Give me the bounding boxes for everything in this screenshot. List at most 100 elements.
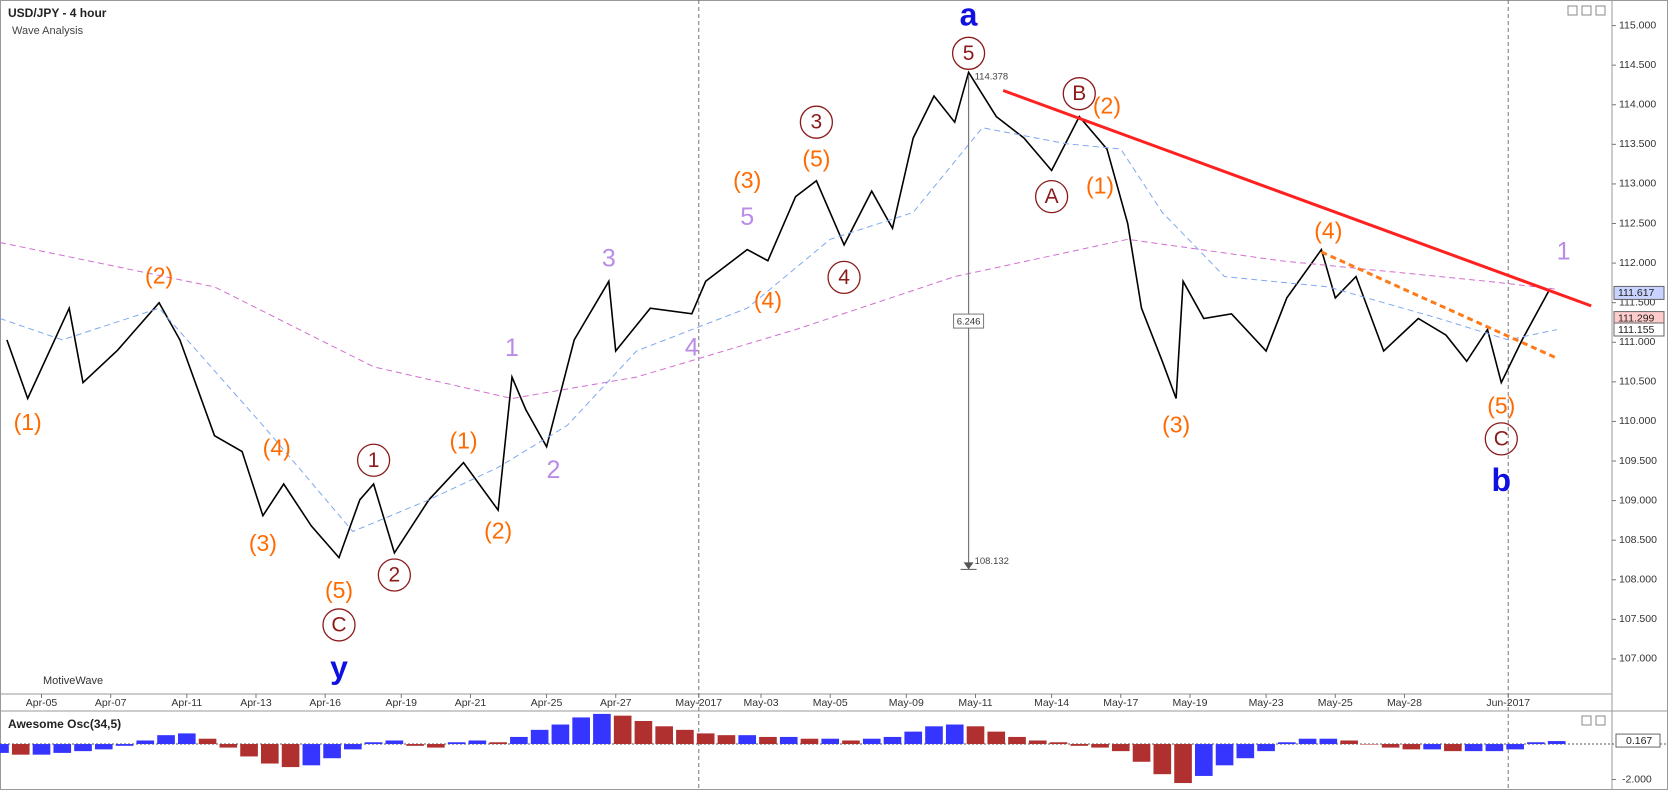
x-tick-label: Apr-27 <box>600 697 632 709</box>
y-tick-label: 111.000 <box>1619 336 1656 348</box>
histogram-bar <box>1402 744 1421 750</box>
x-tick-label: Apr-13 <box>240 697 272 709</box>
histogram-bar <box>1444 744 1462 752</box>
histogram-bar <box>800 738 819 745</box>
y-tick-label: 114.500 <box>1619 59 1656 71</box>
button[interactable] <box>1581 715 1592 726</box>
wave-label: (5) <box>325 577 353 603</box>
measure-arrow <box>963 562 974 570</box>
histogram-bar <box>1506 744 1524 750</box>
price-line <box>0 238 1557 400</box>
x-tick-label: Apr-05 <box>26 697 58 709</box>
histogram-bar <box>364 742 383 745</box>
y-tick-label: 113.000 <box>1619 178 1656 190</box>
histogram-bar <box>1278 742 1296 745</box>
histogram-bar <box>1527 742 1545 745</box>
wave-circle <box>377 558 412 592</box>
wave-label: 2 <box>547 456 561 484</box>
histogram-bar <box>1340 740 1358 745</box>
histogram-bar <box>842 740 860 745</box>
wave-label: (1) <box>449 427 477 453</box>
window-buttons[interactable] <box>1567 5 1606 726</box>
histogram-bar <box>738 735 757 745</box>
x-tick-label: Apr-25 <box>531 697 563 709</box>
wave-label: a <box>960 0 978 33</box>
wave-circle <box>322 608 356 642</box>
price-line <box>1002 89 1592 308</box>
price-tag-label: 111.155 <box>1618 324 1655 336</box>
histogram-bar <box>157 735 175 745</box>
y-tick-label: 109.500 <box>1619 455 1657 467</box>
histogram-bar <box>945 724 964 745</box>
histogram-bar <box>1153 744 1172 775</box>
y-tick-label: 112.500 <box>1619 217 1656 229</box>
button[interactable] <box>1595 715 1606 726</box>
wave-circle <box>951 36 986 70</box>
wave-circle <box>1062 77 1096 111</box>
histogram-bar <box>696 733 715 745</box>
histogram-bar <box>1485 744 1504 752</box>
wave-label: 1 <box>505 334 519 362</box>
histogram-bar <box>510 736 528 745</box>
wave-label: (5) <box>802 145 830 171</box>
wave-label: (4) <box>263 434 291 460</box>
price-tag-label: 111.617 <box>1618 287 1655 299</box>
y-tick-label: 109.000 <box>1619 494 1657 506</box>
y-tick-label: 107.500 <box>1619 613 1657 625</box>
button[interactable] <box>1567 5 1578 16</box>
histogram-bar <box>883 736 902 745</box>
wave-label: B <box>1072 82 1086 105</box>
histogram-bar <box>1070 744 1089 746</box>
wave-circle <box>827 260 861 294</box>
histogram-bar <box>862 738 881 745</box>
wave-label: (2) <box>484 518 512 544</box>
histogram-bar <box>219 744 238 748</box>
wave-label: (1) <box>1086 172 1114 198</box>
x-tick-label: May-09 <box>889 697 924 709</box>
histogram-bar <box>94 744 113 750</box>
x-tick-label: Apr-21 <box>455 697 487 709</box>
x-tick-label: May-05 <box>813 697 848 709</box>
price-tag <box>1613 285 1665 300</box>
wave-label: 1 <box>368 449 380 472</box>
histogram-bar <box>634 720 653 745</box>
histogram-bar <box>572 717 590 745</box>
y-tick-label: 110.500 <box>1619 376 1656 388</box>
histogram-bar <box>925 726 943 745</box>
wave-label: (2) <box>1093 92 1121 118</box>
price-line <box>0 127 1557 533</box>
measure-low-label: 108.132 <box>975 556 1009 567</box>
wave-label: (3) <box>1162 411 1190 437</box>
wave-label: A <box>1045 185 1059 208</box>
histogram-bar <box>1319 738 1338 745</box>
wave-label: 5 <box>963 42 975 65</box>
chart-title: USD/JPY - 4 hour <box>8 6 107 20</box>
histogram-bar <box>966 726 985 745</box>
histogram-bar <box>302 744 321 766</box>
histogram-bar <box>115 744 134 746</box>
wave-circle <box>1034 179 1069 214</box>
last-value-box <box>1615 733 1661 748</box>
histogram-bar <box>344 744 362 750</box>
y-tick-label: 108.500 <box>1619 534 1657 546</box>
measure-label: 6.246 <box>957 317 981 328</box>
button[interactable] <box>1595 5 1606 16</box>
histogram-bar <box>240 744 258 757</box>
histogram-bar <box>0 744 9 753</box>
wave-circle <box>1484 422 1518 456</box>
histogram-bar <box>821 738 840 745</box>
measure-box <box>953 313 985 329</box>
button[interactable] <box>1581 5 1592 16</box>
wave-label: 1 <box>1557 238 1571 266</box>
histogram-bar <box>717 735 736 745</box>
y-tick-label: 113.500 <box>1619 138 1656 150</box>
price-tag <box>1613 322 1665 337</box>
x-tick-label: May-28 <box>1387 697 1422 709</box>
price-line <box>1320 250 1558 360</box>
price-tag-label: 111.299 <box>1618 312 1655 324</box>
wave-label: (4) <box>754 287 782 313</box>
histogram-bar <box>385 740 404 745</box>
y-tick-label: 115.000 <box>1619 19 1656 31</box>
